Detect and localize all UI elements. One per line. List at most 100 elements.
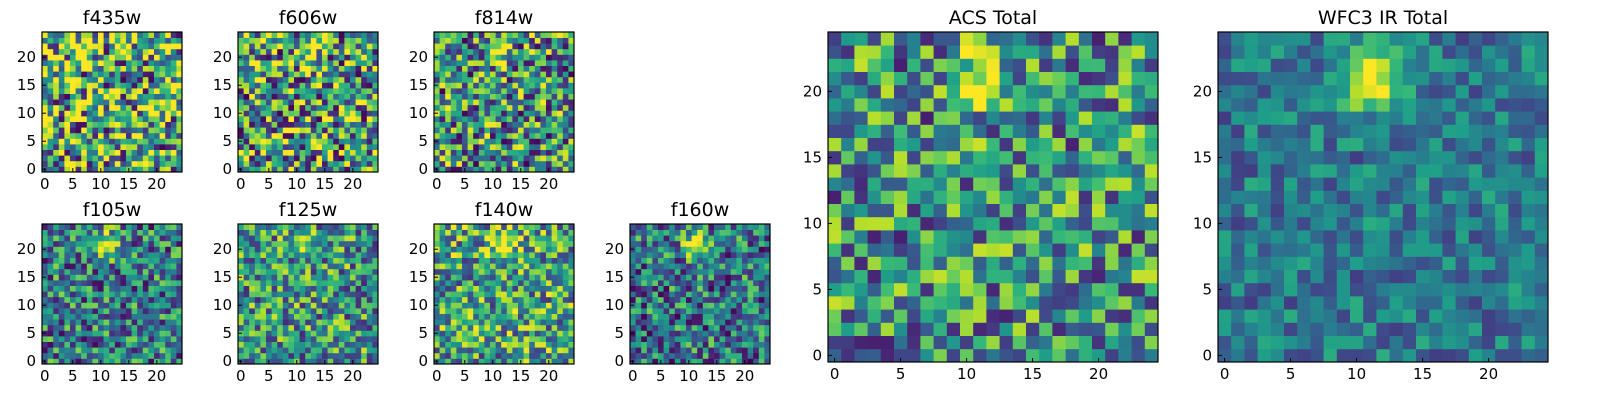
heatmap-cell: [103, 71, 110, 78]
heatmap-cell: [305, 138, 312, 145]
heatmap-cell: [350, 144, 356, 150]
heatmap-cell: [114, 330, 121, 337]
heatmap-cell: [81, 347, 88, 354]
heatmap-cell: [64, 235, 71, 242]
heatmap-cell: [120, 160, 127, 167]
heatmap-cell: [439, 352, 446, 359]
heatmap-cell: [854, 296, 868, 310]
heatmap-cell: [680, 302, 687, 309]
heatmap-cell: [355, 252, 362, 258]
heatmap-cell: [249, 252, 256, 258]
heatmap-cell: [540, 60, 547, 66]
heatmap-cell: [478, 224, 485, 230]
heatmap-cell: [484, 330, 491, 337]
heatmap-cell: [81, 263, 88, 270]
heatmap-cell: [473, 235, 480, 242]
heatmap-cell: [646, 224, 653, 230]
heatmap-cell: [260, 43, 267, 50]
heatmap-cell: [478, 149, 485, 156]
heatmap-cell: [501, 246, 508, 253]
heatmap-cell: [271, 138, 278, 145]
heatmap-cell: [327, 330, 334, 337]
heatmap-cell: [828, 111, 842, 125]
heatmap-cell: [439, 235, 446, 242]
heatmap-cell: [686, 274, 692, 281]
heatmap-cell: [758, 330, 765, 337]
heatmap-cell: [484, 358, 491, 365]
heatmap-cell: [495, 121, 502, 128]
x-tick-label: 10: [91, 175, 110, 193]
heatmap-cell: [529, 319, 536, 326]
heatmap-cell: [327, 296, 334, 303]
heatmap-cell: [1118, 203, 1132, 218]
heatmap-cell: [288, 285, 295, 292]
heatmap-cell: [708, 224, 715, 230]
heatmap-cell: [534, 336, 541, 342]
heatmap-cell: [434, 257, 440, 264]
heatmap-cell: [322, 313, 328, 320]
heatmap-cell: [58, 76, 65, 83]
heatmap-cell: [58, 341, 65, 348]
heatmap-cell: [53, 224, 60, 230]
heatmap-cell: [254, 155, 261, 162]
axes-frame: [237, 223, 379, 365]
heatmap-cell: [333, 155, 340, 162]
heatmap-cell: [456, 82, 463, 89]
heatmap-cell: [736, 319, 743, 326]
heatmap-cell: [669, 257, 676, 264]
heatmap-cell: [1065, 150, 1080, 165]
heatmap-cell: [338, 296, 345, 303]
heatmap-cell: [305, 347, 312, 354]
heatmap-cell: [154, 246, 160, 253]
heatmap-cell: [103, 132, 110, 139]
heatmap-cell: [120, 235, 127, 242]
heatmap-cell: [495, 54, 502, 61]
heatmap-cell: [473, 263, 480, 270]
heatmap-cell: [126, 144, 132, 150]
heatmap-cell: [439, 144, 446, 150]
heatmap-cell: [58, 285, 65, 292]
heatmap-cell: [702, 308, 709, 314]
heatmap-cell: [120, 104, 127, 111]
heatmap-cell: [495, 224, 502, 230]
heatmap-cell: [439, 341, 446, 348]
heatmap-cell: [53, 235, 60, 242]
heatmap-cell: [546, 229, 552, 236]
heatmap-cell: [327, 341, 334, 348]
heatmap-cell: [355, 65, 362, 72]
heatmap-cell: [350, 268, 356, 275]
heatmap-cell: [473, 144, 480, 150]
heatmap-cell: [58, 88, 65, 94]
heatmap-cell: [137, 358, 144, 365]
heatmap-cell: [473, 93, 480, 100]
heatmap-cell: [490, 43, 496, 50]
heatmap-cell: [467, 319, 474, 326]
heatmap-cell: [523, 93, 530, 100]
heatmap-cell: [867, 124, 882, 138]
heatmap-cell: [484, 71, 491, 78]
heatmap-cell: [708, 313, 715, 320]
heatmap-cell: [165, 138, 172, 145]
heatmap-cell: [154, 341, 160, 348]
heatmap-cell: [663, 235, 670, 242]
heatmap-cell: [495, 347, 502, 354]
heatmap-cell: [434, 336, 440, 342]
heatmap-cell: [176, 280, 183, 286]
x-tick-label: 0: [236, 367, 246, 385]
heatmap-cell: [568, 166, 575, 173]
heatmap-cell: [753, 291, 760, 298]
heatmap-cell: [546, 246, 552, 253]
heatmap-cell: [512, 235, 519, 242]
heatmap-cell: [506, 263, 513, 270]
heatmap-cell: [327, 43, 334, 50]
heatmap-cell: [266, 110, 272, 117]
heatmap-cell: [1078, 190, 1093, 204]
heatmap-cell: [294, 43, 300, 50]
heatmap-cell: [764, 235, 771, 242]
heatmap-cell: [288, 82, 295, 89]
heatmap-cell: [277, 138, 284, 145]
heatmap-cell: [1118, 256, 1132, 270]
heatmap-cell: [680, 330, 687, 337]
heatmap-cell: [1144, 243, 1159, 257]
